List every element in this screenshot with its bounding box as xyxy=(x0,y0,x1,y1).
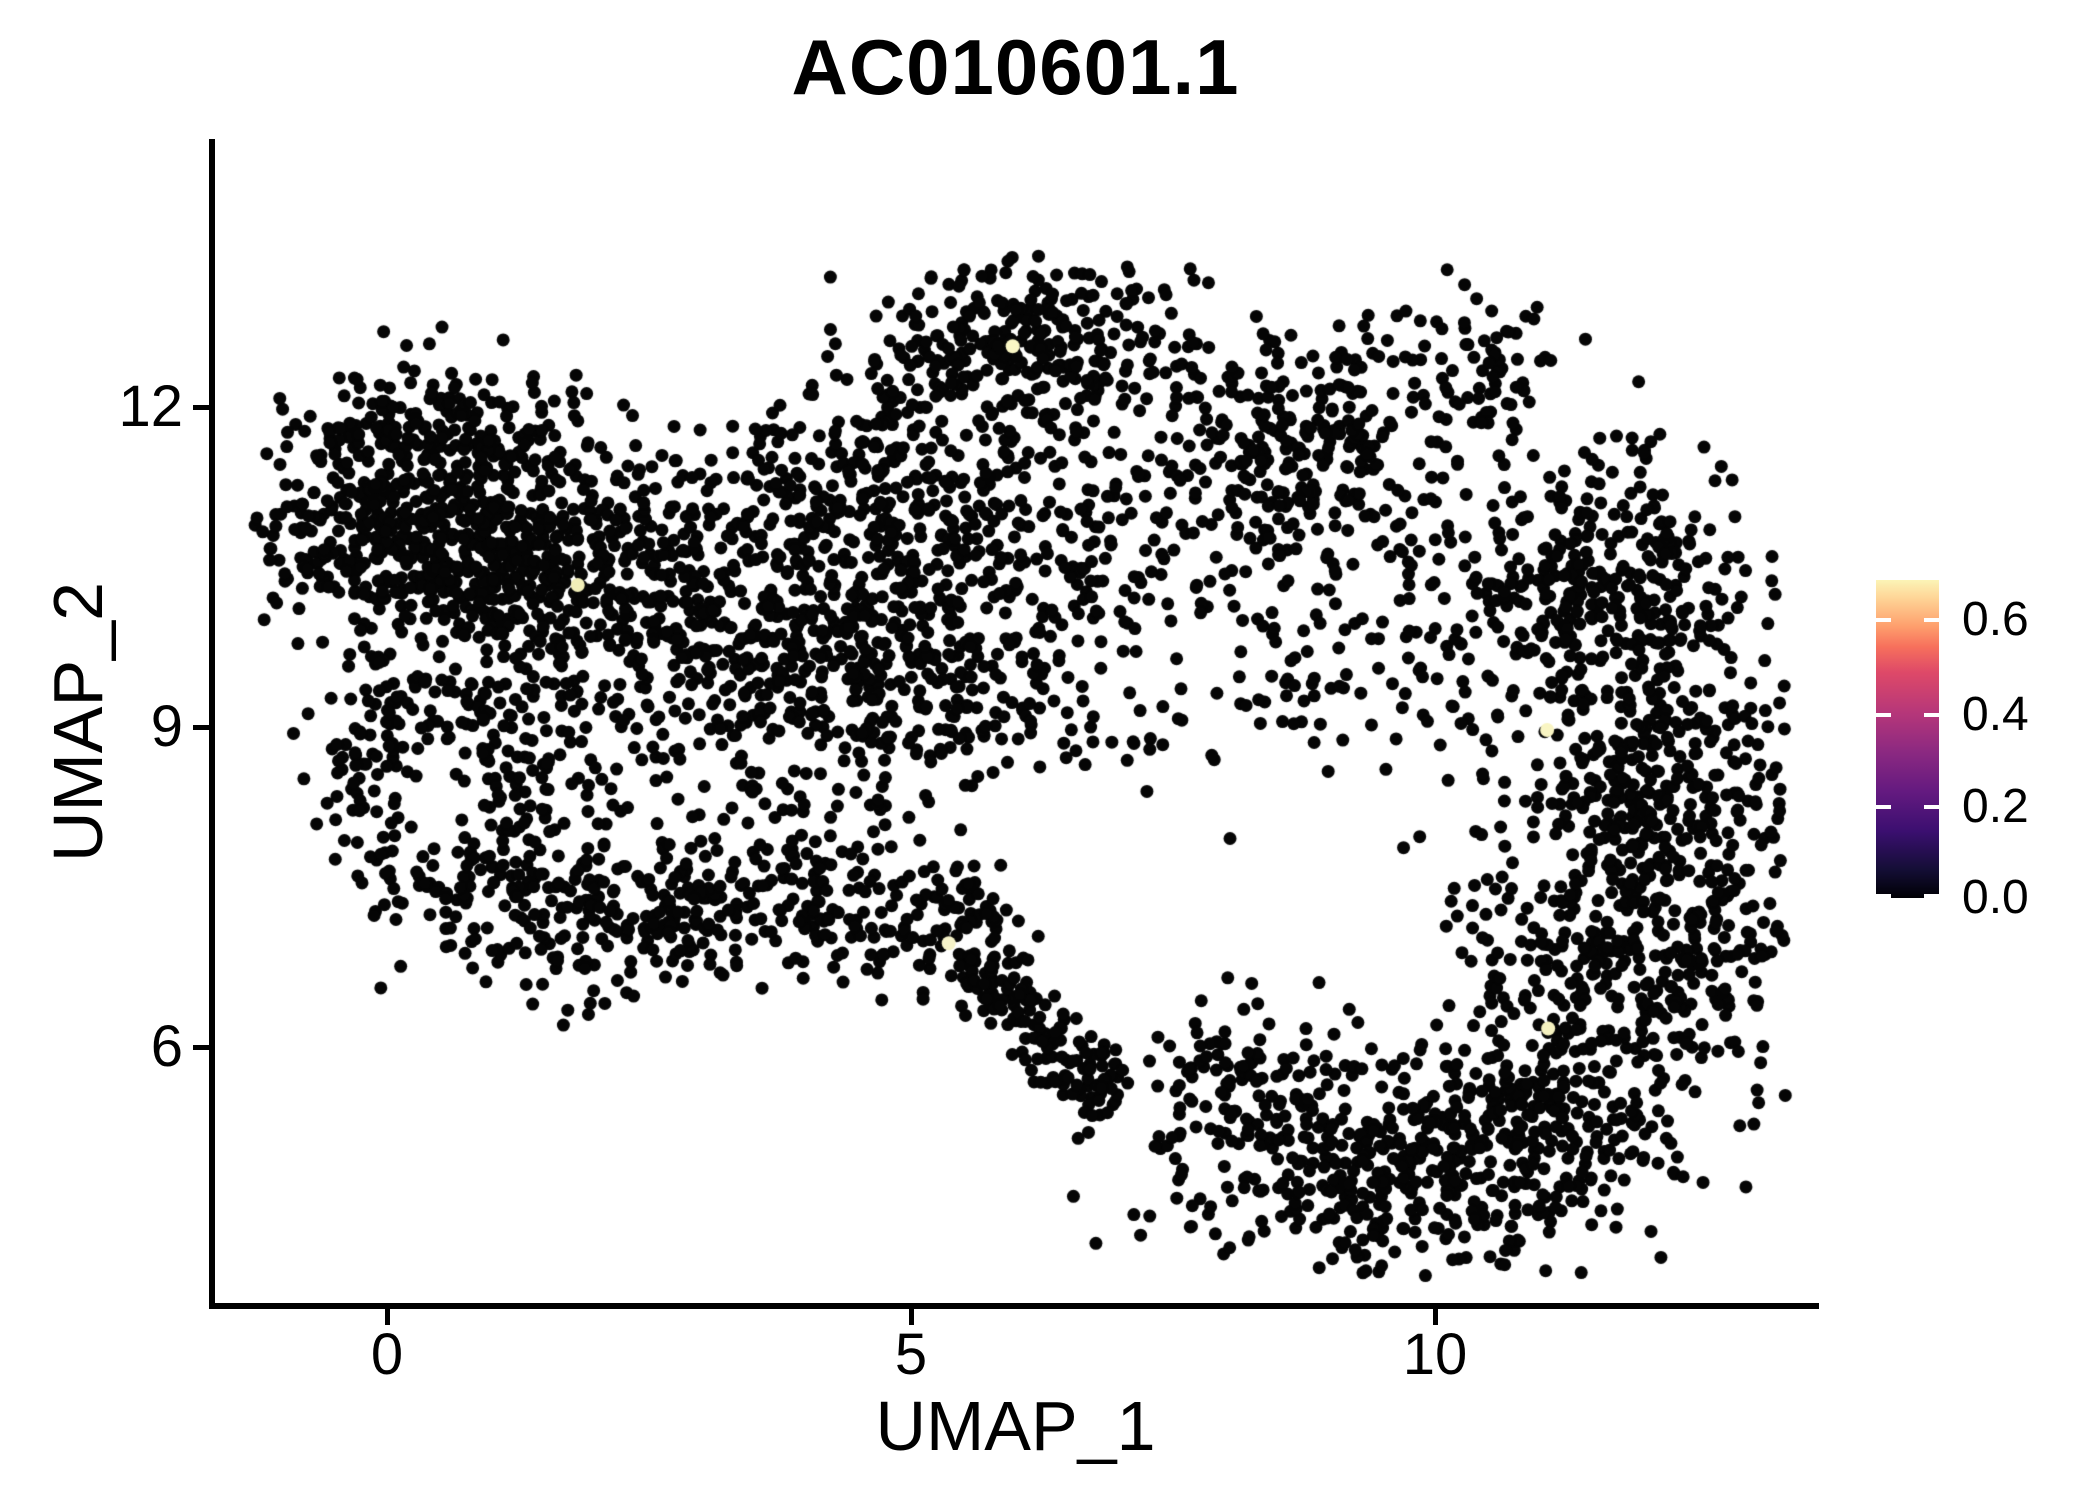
y-tick-label-9: 9 xyxy=(150,694,183,759)
x-axis-line xyxy=(209,1303,1819,1309)
colorbar-tick-right-0_6 xyxy=(1924,618,1939,622)
y-axis-line xyxy=(209,139,215,1309)
colorbar-tick-left-0_0 xyxy=(1876,894,1891,898)
x-axis-title: UMAP_1 xyxy=(875,1387,1156,1465)
y-axis-title: UMAP_2 xyxy=(39,581,117,863)
x-tick-label-10: 10 xyxy=(1402,1322,1468,1387)
y-tick-mark-6 xyxy=(193,1045,209,1050)
expression-colorbar xyxy=(1876,580,1939,898)
y-tick-mark-9 xyxy=(193,725,209,730)
x-tick-mark-0 xyxy=(385,1309,390,1325)
colorbar-tick-left-0_4 xyxy=(1876,713,1891,717)
y-tick-label-6: 6 xyxy=(150,1014,183,1079)
colorbar-tick-right-0_4 xyxy=(1924,713,1939,717)
x-tick-mark-10 xyxy=(1433,1309,1438,1325)
colorbar-label-0_6: 0.6 xyxy=(1962,593,2029,646)
colorbar-tick-right-0_2 xyxy=(1924,805,1939,809)
plot-title: AC010601.1 xyxy=(791,23,1240,111)
x-tick-label-0: 0 xyxy=(370,1322,404,1387)
colorbar-label-0_2: 0.2 xyxy=(1962,780,2029,833)
x-tick-label-5: 5 xyxy=(894,1322,928,1387)
colorbar-label-0_4: 0.4 xyxy=(1962,688,2029,741)
colorbar-label-0_0: 0.0 xyxy=(1962,871,2029,924)
colorbar-tick-left-0_2 xyxy=(1876,805,1891,809)
y-tick-mark-12 xyxy=(193,405,209,410)
y-tick-label-12: 12 xyxy=(118,374,183,439)
colorbar-tick-left-0_6 xyxy=(1876,618,1891,622)
colorbar-tick-right-0_0 xyxy=(1924,894,1939,898)
x-tick-mark-5 xyxy=(909,1309,914,1325)
